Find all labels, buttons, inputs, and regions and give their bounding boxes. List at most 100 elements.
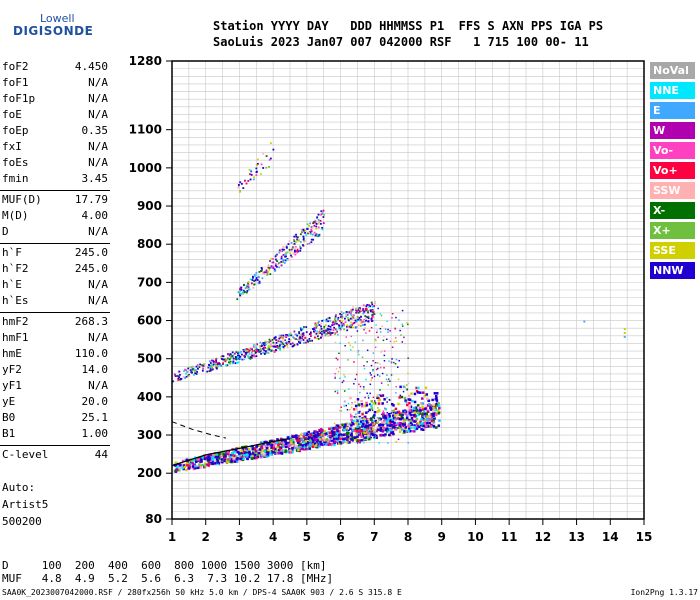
echo-point [387, 384, 389, 386]
echo-point [190, 460, 194, 463]
x-tick-label: 4 [269, 530, 277, 544]
echo-point [313, 221, 315, 224]
echo-point [255, 348, 258, 351]
echo-point [291, 438, 294, 442]
param-row: foF2 4.450 [2, 60, 108, 75]
echo-point [215, 364, 218, 367]
echo-point [192, 465, 195, 468]
echo-point [302, 237, 305, 240]
echo-point [189, 366, 192, 369]
echo-point [380, 314, 383, 317]
echo-point [217, 362, 220, 365]
echo-point [381, 372, 384, 375]
echo-point [275, 341, 278, 344]
echo-point [183, 370, 185, 372]
x-tick-label: 3 [235, 530, 243, 544]
echo-point [312, 238, 315, 241]
echo-point [406, 401, 408, 404]
echo-point [181, 466, 184, 470]
param-name: yE [2, 395, 16, 408]
echo-point [220, 456, 223, 459]
echo-point [251, 354, 254, 357]
echo-point [371, 320, 374, 322]
echo-point [268, 439, 272, 443]
echo-point [353, 429, 356, 433]
echo-point [359, 420, 363, 423]
echo-point [262, 152, 265, 155]
echo-point [345, 436, 348, 440]
echo-point [235, 358, 238, 361]
param-name: hmF1 [2, 331, 29, 344]
echo-point [250, 173, 253, 176]
echo-point [178, 376, 181, 378]
echo-point [417, 422, 420, 425]
echo-point [371, 377, 373, 379]
echo-point [254, 349, 257, 352]
echo-point [399, 385, 402, 389]
echo-point [327, 434, 330, 438]
echo-point [175, 466, 179, 469]
echo-point [269, 349, 272, 352]
echo-point [372, 360, 374, 362]
echo-point [301, 327, 304, 330]
echo-point [187, 467, 191, 470]
echo-point [356, 430, 359, 433]
echo-point [386, 411, 388, 414]
echo-point [308, 337, 311, 340]
echo-point [310, 238, 313, 241]
echo-point [368, 408, 371, 412]
echo-point [367, 434, 370, 437]
echo-point [268, 268, 271, 271]
echo-point [428, 404, 432, 407]
echo-point [187, 367, 190, 370]
echo-point [277, 443, 280, 447]
echo-point [275, 339, 278, 342]
echo-point [240, 286, 243, 289]
echo-point [238, 453, 241, 457]
echo-point [298, 338, 301, 341]
echo-point [274, 269, 276, 272]
echo-point [354, 404, 358, 408]
echo-point [343, 390, 346, 392]
echo-point [397, 378, 400, 380]
echo-point [414, 406, 418, 409]
echo-point [342, 322, 345, 325]
echo-point [400, 412, 403, 415]
echo-point [253, 447, 257, 450]
echo-point [267, 264, 270, 267]
echo-point [356, 425, 359, 428]
echo-point [261, 343, 264, 346]
echo-point [426, 421, 429, 425]
echo-point [356, 330, 359, 332]
echo-point [322, 216, 325, 218]
echo-point [375, 324, 377, 326]
echo-point [351, 318, 354, 320]
echo-point [339, 366, 341, 369]
echo-point [307, 232, 309, 235]
echo-point [265, 351, 268, 354]
echo-point [284, 259, 287, 262]
echo-point [178, 378, 181, 381]
echo-point [288, 447, 291, 451]
echo-point [404, 401, 407, 404]
echo-point [432, 406, 435, 410]
param-row: fxI N/A [2, 140, 108, 155]
echo-point [366, 423, 369, 426]
echo-point [327, 431, 330, 434]
echo-point [175, 375, 178, 377]
echo-point [247, 355, 249, 358]
echo-point [190, 366, 193, 369]
echo-point [359, 385, 362, 388]
echo-point [373, 436, 375, 439]
echo-point [257, 282, 260, 285]
echo-point [207, 460, 210, 463]
echo-point [381, 325, 384, 328]
param-name: h`F [2, 246, 22, 259]
echo-point [244, 348, 247, 351]
echo-point [267, 442, 270, 445]
echo-point [432, 420, 436, 424]
echo-point [268, 266, 271, 269]
echo-point [342, 433, 345, 437]
echo-point [360, 439, 363, 442]
echo-point [381, 428, 384, 431]
